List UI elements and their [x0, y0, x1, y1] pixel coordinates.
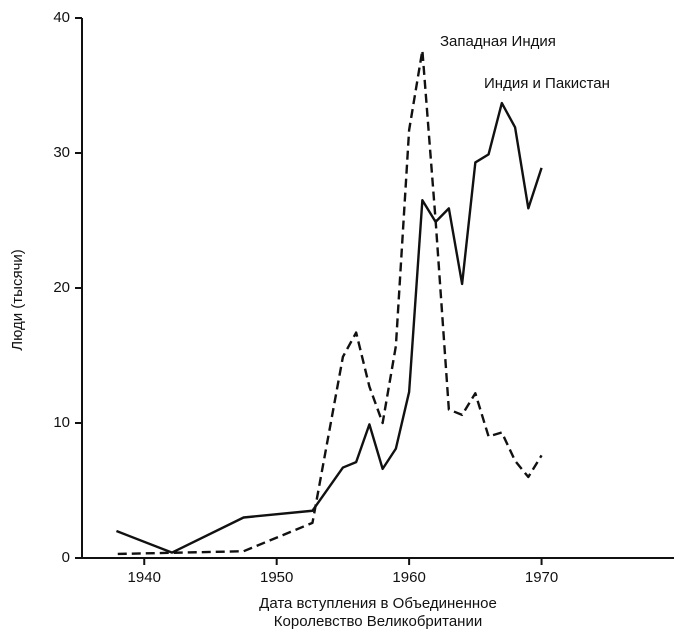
x-tick-label: 1940 [128, 569, 161, 586]
x-tick-label: 1950 [260, 569, 293, 586]
series-line [117, 49, 543, 556]
series-label: Западная Индия [440, 33, 556, 50]
x-tick-label: 1970 [525, 569, 558, 586]
x-axis-label: Королевство Великобритании [274, 613, 482, 630]
x-axis-label: Дата вступления в Объединенное [259, 595, 497, 612]
y-tick-label: 30 [53, 144, 70, 161]
series-line [115, 101, 543, 554]
y-axis-label: Люди (тысячи) [9, 249, 26, 351]
x-tick-label: 1960 [392, 569, 425, 586]
series-label: Индия и Пакистан [484, 75, 610, 92]
y-tick-label: 20 [53, 279, 70, 296]
y-tick-label: 40 [53, 9, 70, 26]
y-tick-label: 0 [62, 549, 70, 566]
y-tick-label: 10 [53, 414, 70, 431]
